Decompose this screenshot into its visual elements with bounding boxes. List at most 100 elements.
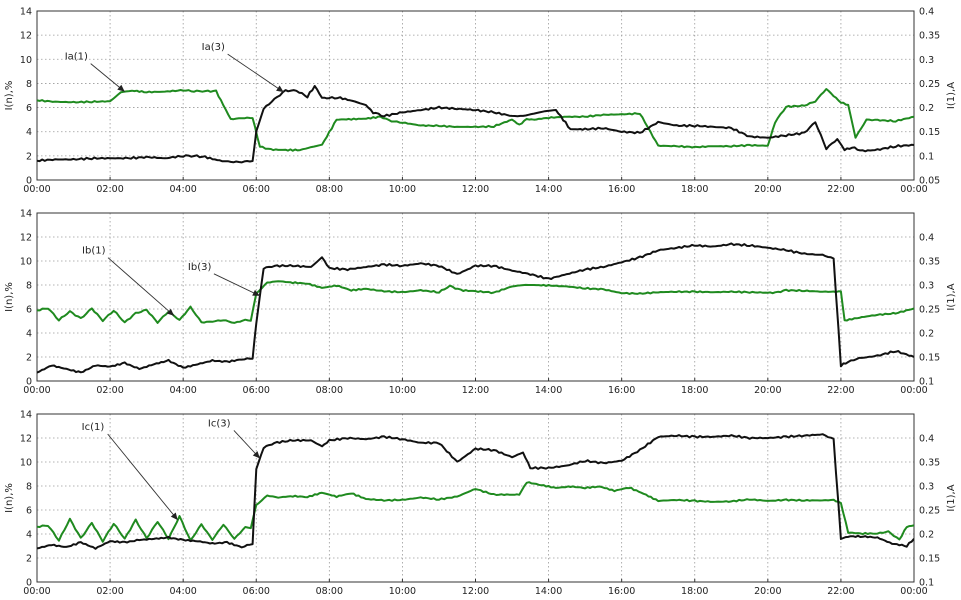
y-axis-title-right: I(1),A [946, 82, 957, 109]
x-tick-label: 04:00 [169, 586, 196, 597]
y-tick-label-right: 0.25 [919, 305, 940, 316]
x-tick-label: 14:00 [535, 184, 562, 195]
annotation-arrowhead [166, 308, 175, 316]
y-tick-label-left: 4 [26, 127, 32, 138]
y-tick-label-right: 0.15 [919, 127, 940, 138]
annotation-arrow-line [107, 433, 179, 521]
x-tick-label: 06:00 [243, 385, 270, 396]
x-tick-label: 10:00 [389, 586, 416, 597]
series-line-ia3 [37, 85, 914, 164]
x-tick-label: 20:00 [754, 385, 781, 396]
y-tick-label-right: 0.35 [919, 458, 940, 469]
y-tick-label-left: 12 [20, 434, 32, 445]
x-tick-label: 00:00 [23, 385, 50, 396]
x-tick-label: 12:00 [462, 586, 489, 597]
y-tick-label-right: 0.3 [919, 281, 934, 292]
x-tick-label: 02:00 [96, 586, 123, 597]
chart-panel-1: 00:00 02:00 04:00 06:00 08:00 10:00 12:00 14:00… [4, 7, 957, 196]
annotation-label: Ia(1) [65, 52, 88, 63]
x-tick-label: 00:00 [900, 385, 927, 396]
annotation-arrow-line [227, 53, 284, 93]
annotation-arrow-line [107, 257, 175, 317]
x-tick-label: 22:00 [827, 586, 854, 597]
y-tick-label-left: 12 [20, 233, 32, 244]
chart-panel-2: 00:00 02:00 04:00 06:00 08:00 10:00 12:00 14:00… [4, 209, 957, 397]
x-tick-label: 00:00 [900, 586, 927, 597]
y-tick-label-right: 0.15 [919, 353, 940, 364]
annotation-label: Ia(3) [202, 42, 225, 53]
x-tick-label: 00:00 [900, 184, 927, 195]
y-tick-label-right: 0.1 [919, 377, 934, 388]
series-line-ic3 [37, 433, 914, 550]
x-tick-label: 18:00 [681, 184, 708, 195]
annotation-label: Ib(3) [188, 262, 212, 273]
y-tick-label-right: 0.2 [919, 103, 934, 114]
x-tick-label: 14:00 [535, 586, 562, 597]
x-tick-label: 02:00 [96, 184, 123, 195]
x-tick-label: 00:00 [23, 184, 50, 195]
y-tick-label-right: 0.35 [919, 31, 940, 42]
series-line-ib3 [37, 242, 914, 374]
y-tick-label-right: 0.2 [919, 530, 934, 541]
annotation-arrow-line [90, 63, 125, 92]
series-line-ic1 [37, 481, 914, 543]
annotation-arrow-line [213, 273, 261, 297]
y-tick-label-left: 6 [26, 506, 32, 517]
x-tick-label: 08:00 [316, 385, 343, 396]
y-tick-label-left: 10 [20, 257, 32, 268]
y-tick-label-left: 0 [26, 377, 32, 388]
x-tick-label: 14:00 [535, 385, 562, 396]
y-tick-label-left: 12 [20, 31, 32, 42]
x-tick-label: 12:00 [462, 184, 489, 195]
y-tick-label-left: 6 [26, 103, 32, 114]
chart-panel-3: 00:00 02:00 04:00 06:00 08:00 10:00 12:00 14:00… [4, 410, 957, 598]
x-tick-label: 12:00 [462, 385, 489, 396]
annotation-arrowhead [252, 451, 260, 459]
annotation-arrowhead [252, 289, 260, 296]
x-tick-label: 10:00 [389, 184, 416, 195]
y-tick-label-left: 4 [26, 530, 32, 541]
annotation-arrowhead [117, 84, 125, 92]
y-tick-label-right: 0.15 [919, 554, 940, 565]
x-tick-label: 18:00 [681, 385, 708, 396]
y-tick-label-left: 14 [20, 410, 32, 421]
x-tick-label: 06:00 [243, 586, 270, 597]
series-line-ia1 [37, 88, 914, 152]
y-axis-title-right: I(1),A [946, 283, 957, 310]
y-tick-label-left: 10 [20, 458, 32, 469]
x-tick-label: 18:00 [681, 586, 708, 597]
x-tick-label: 16:00 [608, 586, 635, 597]
y-tick-label-left: 0 [26, 176, 32, 187]
x-tick-label: 00:00 [23, 586, 50, 597]
x-tick-label: 02:00 [96, 385, 123, 396]
x-tick-label: 20:00 [754, 586, 781, 597]
y-tick-label-right: 0.4 [919, 434, 934, 445]
annotation-label: Ib(1) [82, 246, 106, 257]
x-tick-label: 22:00 [827, 184, 854, 195]
y-tick-label-left: 8 [26, 79, 32, 90]
x-tick-label: 16:00 [608, 184, 635, 195]
series-line-ib1 [37, 280, 914, 324]
y-tick-label-left: 2 [26, 554, 32, 565]
x-tick-label: 10:00 [389, 385, 416, 396]
x-tick-label: 16:00 [608, 385, 635, 396]
x-tick-label: 04:00 [169, 385, 196, 396]
y-tick-label-left: 8 [26, 281, 32, 292]
y-tick-label-right: 0.4 [919, 233, 934, 244]
y-tick-label-left: 10 [20, 55, 32, 66]
annotation-label: Ic(3) [208, 418, 231, 429]
annotation-label: Ic(1) [82, 422, 105, 433]
y-tick-label-right: 0.3 [919, 55, 934, 66]
y-tick-label-left: 8 [26, 482, 32, 493]
y-tick-label-left: 14 [20, 7, 32, 18]
y-tick-label-right: 0.3 [919, 482, 934, 493]
y-axis-title-left: I(n),% [4, 81, 15, 111]
x-tick-label: 20:00 [754, 184, 781, 195]
x-tick-label: 06:00 [243, 184, 270, 195]
y-tick-label-right: 0.35 [919, 257, 940, 268]
x-tick-label: 08:00 [316, 184, 343, 195]
y-tick-label-left: 14 [20, 209, 32, 220]
y-tick-label-left: 6 [26, 305, 32, 316]
y-tick-label-right: 0.25 [919, 79, 940, 90]
